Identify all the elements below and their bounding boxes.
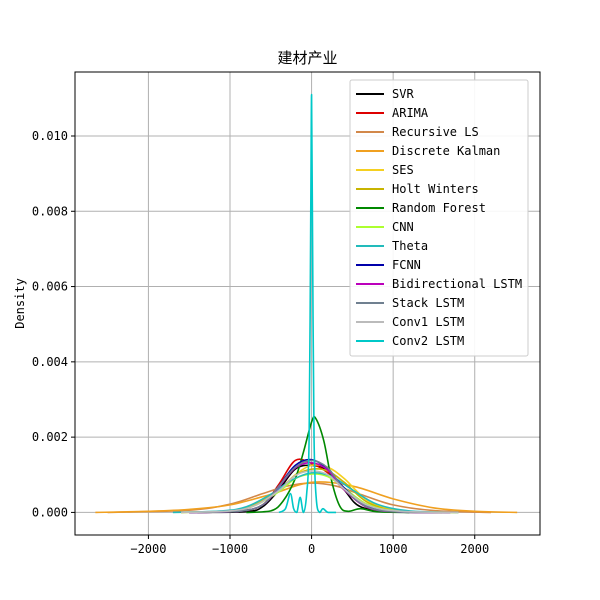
y-axis-label: Density [13, 278, 27, 329]
legend-label-conv2-lstm: Conv2 LSTM [392, 334, 464, 348]
series-line-stack-lstm [189, 459, 451, 514]
plot-frame [74, 71, 541, 536]
x-tick-label: 1000 [379, 542, 408, 556]
legend-label-cnn: CNN [392, 220, 414, 234]
legend-label-random-forest: Random Forest [392, 201, 486, 215]
y-tick-label: 0.010 [32, 129, 68, 143]
legend-label-theta: Theta [392, 239, 428, 253]
legend-label-bidirectional-lstm: Bidirectional LSTM [392, 277, 522, 291]
y-tick-label: 0.008 [32, 204, 68, 218]
legend-label-ses: SES [392, 163, 414, 177]
x-tick-label: −2000 [130, 542, 166, 556]
legend-label-svr: SVR [392, 87, 414, 101]
x-tick-label: −1000 [212, 542, 248, 556]
legend-label-arima: ARIMA [392, 106, 429, 120]
x-tick-label: 2000 [460, 542, 489, 556]
x-tick-label: 0 [308, 542, 315, 556]
legend-box [349, 79, 529, 357]
legend-label-discrete-kalman: Discrete Kalman [392, 144, 500, 158]
series-line-discrete-kalman [95, 481, 518, 514]
y-tick-label: 0.000 [32, 505, 68, 519]
legend-label-recursive-ls: Recursive LS [392, 125, 479, 139]
series-line-conv1-lstm [181, 470, 459, 514]
y-tick-label: 0.004 [32, 355, 68, 369]
legend-label-holt-winters: Holt Winters [392, 182, 479, 196]
series-line-random-forest [246, 415, 410, 514]
legend-label-stack-lstm: Stack LSTM [392, 296, 464, 310]
series-lines [95, 93, 518, 514]
y-tick-label: 0.002 [32, 430, 68, 444]
legend: SVR ARIMA Recursive LS Discrete Kalman SES Ho… [349, 79, 529, 357]
series-line-theta [172, 471, 459, 514]
chart-title: 建材产业 [277, 49, 337, 67]
legend-label-conv1-lstm: Conv1 LSTM [392, 315, 464, 329]
y-tick-label: 0.006 [32, 280, 68, 294]
ticks: −2000 −1000 0 1000 2000 0.000 0.002 0.004 0.006 0… [32, 129, 489, 556]
series-line-conv2-lstm [278, 93, 337, 514]
legend-label-fcnn: FCNN [392, 258, 421, 272]
